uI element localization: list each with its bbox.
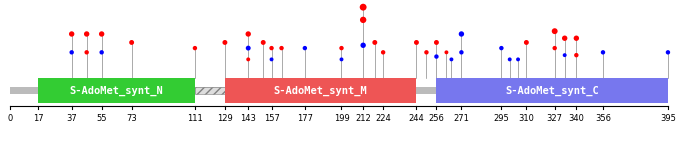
- Text: 143: 143: [240, 114, 256, 123]
- Point: [66, 33, 77, 35]
- Text: 256: 256: [428, 114, 444, 123]
- Point: [378, 51, 388, 54]
- Point: [549, 47, 560, 49]
- Text: 327: 327: [546, 114, 563, 123]
- Point: [370, 41, 380, 44]
- Point: [571, 54, 582, 56]
- Text: 395: 395: [660, 114, 676, 123]
- Bar: [195, 87, 225, 94]
- Point: [521, 41, 532, 44]
- Text: 356: 356: [595, 114, 611, 123]
- Point: [243, 58, 254, 61]
- Point: [81, 51, 92, 54]
- Point: [336, 47, 347, 49]
- Text: 0: 0: [7, 114, 13, 123]
- Point: [266, 47, 277, 49]
- Text: 199: 199: [334, 114, 349, 123]
- Bar: [225, 78, 416, 103]
- Point: [456, 51, 467, 54]
- Point: [266, 58, 277, 61]
- Text: 55: 55: [96, 114, 107, 123]
- Point: [96, 33, 107, 35]
- Text: 295: 295: [494, 114, 509, 123]
- Text: 129: 129: [217, 114, 233, 123]
- Point: [66, 51, 77, 54]
- Point: [662, 51, 673, 54]
- Point: [559, 54, 570, 56]
- Point: [126, 41, 137, 44]
- Text: S-AdoMet_synt_C: S-AdoMet_synt_C: [505, 85, 599, 96]
- Text: 244: 244: [409, 114, 424, 123]
- Point: [96, 51, 107, 54]
- Text: 37: 37: [66, 114, 77, 123]
- Point: [513, 58, 523, 61]
- Text: 212: 212: [355, 114, 371, 123]
- Point: [220, 41, 231, 44]
- Bar: [10, 87, 668, 94]
- Point: [258, 41, 268, 44]
- Text: 157: 157: [264, 114, 279, 123]
- Point: [431, 55, 442, 58]
- Text: 340: 340: [568, 114, 584, 123]
- Point: [300, 47, 311, 49]
- Point: [358, 44, 369, 46]
- Text: S-AdoMet_synt_N: S-AdoMet_synt_N: [70, 85, 163, 96]
- Text: 73: 73: [126, 114, 137, 123]
- Text: 224: 224: [375, 114, 391, 123]
- Point: [411, 41, 422, 44]
- Text: S-AdoMet_synt_M: S-AdoMet_synt_M: [274, 85, 367, 96]
- Point: [81, 33, 92, 35]
- Text: 310: 310: [519, 114, 534, 123]
- Point: [336, 58, 347, 61]
- Point: [190, 47, 201, 49]
- Point: [496, 47, 507, 49]
- Bar: [437, 78, 668, 103]
- Text: 17: 17: [33, 114, 43, 123]
- Point: [597, 51, 608, 54]
- Bar: [39, 78, 195, 103]
- Point: [549, 30, 560, 32]
- Point: [571, 37, 582, 39]
- Point: [456, 33, 467, 35]
- Text: 271: 271: [454, 114, 469, 123]
- Point: [358, 6, 369, 8]
- Point: [441, 51, 452, 54]
- Point: [276, 47, 287, 49]
- Point: [504, 58, 515, 61]
- Point: [431, 41, 442, 44]
- Point: [421, 51, 432, 54]
- Point: [243, 47, 254, 49]
- Point: [358, 19, 369, 21]
- Text: 111: 111: [187, 114, 203, 123]
- Text: 177: 177: [297, 114, 313, 123]
- Point: [243, 33, 254, 35]
- Point: [559, 37, 570, 39]
- Point: [446, 58, 457, 61]
